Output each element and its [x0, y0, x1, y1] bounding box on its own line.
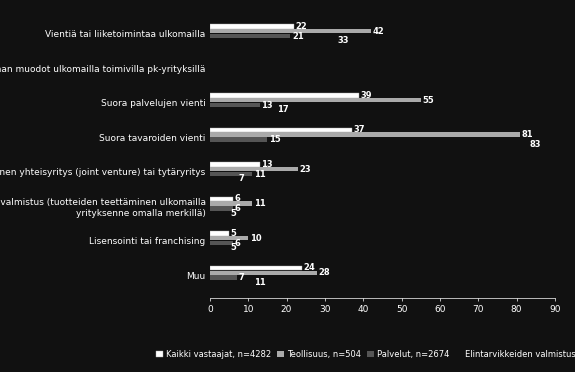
Text: 5: 5: [231, 243, 236, 253]
Bar: [210, 108, 275, 112]
Text: 11: 11: [254, 170, 265, 179]
Bar: [210, 241, 233, 245]
Bar: [210, 275, 237, 280]
Bar: [210, 197, 233, 201]
Text: 11: 11: [254, 199, 265, 208]
Bar: [210, 132, 520, 137]
Bar: [210, 206, 233, 211]
Bar: [210, 270, 317, 275]
Bar: [210, 93, 359, 97]
Text: 33: 33: [338, 36, 350, 45]
Text: 83: 83: [530, 140, 541, 149]
Text: 6: 6: [235, 204, 240, 213]
Bar: [210, 211, 229, 216]
Text: 15: 15: [269, 135, 281, 144]
Text: 10: 10: [250, 234, 262, 243]
Bar: [210, 202, 252, 206]
Bar: [210, 280, 252, 285]
Bar: [210, 236, 248, 240]
Bar: [210, 231, 229, 235]
Text: 5: 5: [231, 229, 236, 238]
Text: 28: 28: [319, 268, 331, 277]
Text: 22: 22: [296, 22, 308, 31]
Text: 39: 39: [361, 91, 373, 100]
Text: 7: 7: [238, 273, 244, 282]
Text: 42: 42: [373, 27, 384, 36]
Text: 23: 23: [300, 165, 311, 174]
Bar: [210, 172, 252, 176]
Text: 21: 21: [292, 32, 304, 41]
Text: 11: 11: [254, 278, 265, 287]
Bar: [210, 177, 237, 181]
Bar: [210, 167, 298, 171]
Text: 13: 13: [261, 160, 273, 169]
Text: 13: 13: [261, 100, 273, 109]
Bar: [210, 98, 421, 102]
Legend: Kaikki vastaajat, n=4282, Teollisuus, n=504, Palvelut, n=2674, Elintarvikkeiden : Kaikki vastaajat, n=4282, Teollisuus, n=…: [152, 346, 575, 362]
Bar: [210, 137, 267, 142]
Bar: [210, 29, 371, 33]
Bar: [210, 103, 260, 107]
Text: 6: 6: [235, 238, 240, 248]
Text: 7: 7: [238, 174, 244, 183]
Bar: [210, 162, 260, 167]
Text: 17: 17: [277, 105, 288, 114]
Bar: [210, 34, 290, 38]
Text: 55: 55: [422, 96, 434, 105]
Bar: [210, 246, 229, 250]
Bar: [210, 24, 294, 29]
Bar: [210, 128, 352, 132]
Text: 5: 5: [231, 209, 236, 218]
Bar: [210, 266, 302, 270]
Text: 37: 37: [353, 125, 365, 134]
Text: 24: 24: [304, 263, 315, 272]
Bar: [210, 39, 336, 43]
Text: 81: 81: [522, 130, 534, 139]
Text: 6: 6: [235, 195, 240, 203]
Bar: [210, 142, 528, 147]
